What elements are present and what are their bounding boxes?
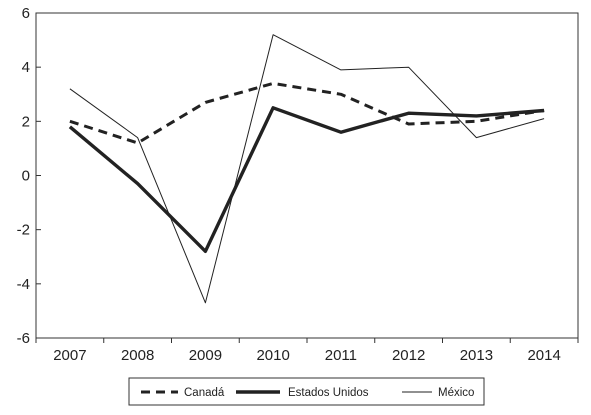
y-tick-label: 6	[22, 5, 30, 22]
x-tick-label: 2013	[460, 347, 493, 364]
series-lines	[68, 34, 545, 304]
plot-area	[35, 12, 579, 339]
y-axis: 6 4 2 0 -2 -4 -6	[17, 5, 41, 347]
x-tick-label: 2009	[189, 347, 222, 364]
x-tick-label: 2011	[325, 347, 357, 364]
x-tick-label: 2010	[256, 347, 289, 364]
x-tick-label: 2012	[392, 347, 425, 364]
y-tick-label: -4	[17, 276, 30, 293]
series-line-mexico	[69, 34, 545, 304]
y-tick-label: 4	[22, 59, 30, 76]
legend-label-mexico: México	[438, 387, 474, 399]
y-tick-label: 2	[22, 113, 30, 130]
y-tick-label: 0	[22, 168, 30, 185]
legend-label-canada: Canadá	[184, 387, 225, 399]
x-tick-label: 2014	[527, 347, 560, 364]
x-tick-label: 2007	[53, 347, 86, 364]
y-tick-label: -6	[17, 330, 30, 347]
legend: Canadá Estados Unidos México	[128, 377, 485, 406]
legend-box	[128, 377, 485, 406]
legend-label-estados-unidos: Estados Unidos	[288, 387, 369, 399]
x-axis: 2007 2008 2009 2010 2011 2012 2013 2014	[35, 338, 579, 364]
y-tick-label: -2	[17, 222, 30, 239]
series-line-estados-unidos	[68, 106, 545, 254]
x-tick-label: 2008	[121, 347, 154, 364]
